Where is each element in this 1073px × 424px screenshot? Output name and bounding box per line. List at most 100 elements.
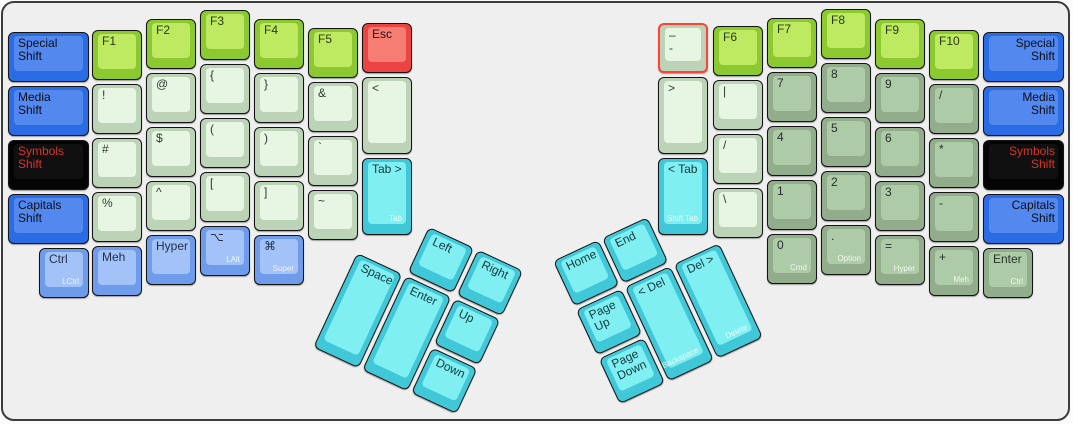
key-paren-open[interactable]: ( [200,118,250,168]
key-num-5[interactable]: 5 [821,117,871,167]
key-esc[interactable]: Esc [362,23,412,73]
key-label: < Tab [668,162,698,176]
key-num-2[interactable]: 2 [821,171,871,221]
key-exclamation[interactable]: ! [92,84,142,134]
key-lctrl[interactable]: Ctrl LCtrl [39,248,89,298]
key-backtick[interactable]: ` [308,136,358,186]
key-num-3[interactable]: 3 [875,181,925,231]
key-tab[interactable]: Tab > Tab [362,158,412,235]
key-dash[interactable]: – - [658,23,708,73]
key-label: ] [264,185,268,199]
key-label: Ctrl [49,252,68,266]
key-num-9[interactable]: 9 [875,73,925,123]
key-f2[interactable]: F2 [146,19,196,69]
key-dollar[interactable]: $ [146,127,196,177]
keycap-top: # [98,142,136,177]
key-hyper-left[interactable]: Hyper [146,235,196,285]
keycap-top: ) [260,131,298,166]
keycap-top: } [260,77,298,112]
key-f9[interactable]: F9 [875,19,925,69]
key-f5[interactable]: F5 [308,28,358,78]
key-num-7[interactable]: 7 [767,72,817,122]
key-num-1[interactable]: 1 [767,180,817,230]
key-f10[interactable]: F10 [929,30,979,80]
key-bracket-open[interactable]: [ [200,172,250,222]
key-plus[interactable]: + Meh [929,246,979,296]
key-bracket-close[interactable]: ] [254,181,304,231]
keycap-top: Media Shift [989,90,1058,125]
key-meh-left[interactable]: Meh [92,246,142,296]
key-label: % [102,196,113,210]
key-num-4[interactable]: 4 [767,126,817,176]
key-equals[interactable]: = Hyper [875,235,925,285]
key-label: + [939,250,947,264]
keycap-top: ⌘ Super [260,239,298,274]
key-f1[interactable]: F1 [92,30,142,80]
key-label: ` [318,140,322,154]
key-sublabel: Tab [389,214,402,223]
key-num-6[interactable]: 6 [875,127,925,177]
key-label: F3 [210,14,225,28]
key-tilde[interactable]: ~ [308,190,358,240]
keycap-top: – - [665,28,701,61]
key-label: ) [264,131,268,145]
keycap-top: Symbols Shift [989,144,1058,179]
key-sublabel: Ctrl [1010,277,1023,286]
key-brace-close[interactable]: } [254,73,304,123]
key-label: ( [210,122,214,136]
keycap-top: F7 [773,22,811,57]
key-period[interactable]: . Option [821,225,871,275]
keycap-top: / [935,88,973,123]
key-paren-close[interactable]: ) [254,127,304,177]
keycap-top: F8 [827,13,865,48]
key-numpad-slash[interactable]: / [929,84,979,134]
key-hash[interactable]: # [92,138,142,188]
key-f8[interactable]: F8 [821,9,871,59]
key-sublabel: Meh [953,275,969,284]
key-pipe[interactable]: | [713,80,763,130]
key-label: Esc [372,27,393,41]
key-label: / [939,88,943,102]
key-less-than[interactable]: < [362,77,412,154]
key-media-shift-left[interactable]: Media Shift [8,86,89,136]
keycap-top: - [935,196,973,231]
key-percent[interactable]: % [92,192,142,242]
key-super[interactable]: ⌘ Super [254,235,304,285]
key-caret[interactable]: ^ [146,181,196,231]
key-capitals-shift-right[interactable]: Capitals Shift [983,194,1064,244]
key-ampersand[interactable]: & [308,82,358,132]
keycap-top: > [664,81,702,143]
key-f6[interactable]: F6 [713,26,763,76]
key-lalt[interactable]: ⌥ LAlt [200,226,250,276]
key-num-8[interactable]: 8 [821,63,871,113]
keycap-top: Special Shift [989,36,1058,71]
key-minus[interactable]: - [929,192,979,242]
key-symbols-shift-right[interactable]: Symbols Shift [983,140,1064,190]
key-media-shift-right[interactable]: Media Shift [983,86,1064,136]
key-shift-tab[interactable]: < Tab Shift Tab [658,158,708,235]
keycap-top: Capitals Shift [14,198,83,233]
key-brace-open[interactable]: { [200,64,250,114]
keycap-top: 7 [773,76,811,111]
key-backslash[interactable]: \ [713,188,763,238]
keycap-top: F3 [206,14,244,49]
keycap-top: 4 [773,130,811,165]
key-label: 4 [777,130,784,144]
key-f4[interactable]: F4 [254,19,304,69]
key-symbols-shift-left[interactable]: Symbols Shift [8,140,89,190]
key-label: ⌘ [264,239,276,253]
key-special-shift-left[interactable]: Special Shift [8,32,89,82]
key-capitals-shift-left[interactable]: Capitals Shift [8,194,89,244]
key-slash[interactable]: / [713,134,763,184]
key-label: 3 [885,185,892,199]
key-at[interactable]: @ [146,73,196,123]
key-f7[interactable]: F7 [767,18,817,68]
key-num-0[interactable]: 0 Cmd [767,234,817,284]
key-greater-than[interactable]: > [658,77,708,154]
key-special-shift-right[interactable]: Special Shift [983,32,1064,82]
key-sublabel: Backspace [660,345,700,371]
key-f3[interactable]: F3 [200,10,250,60]
key-asterisk[interactable]: * [929,138,979,188]
key-enter-right[interactable]: Enter Ctrl [983,248,1033,298]
